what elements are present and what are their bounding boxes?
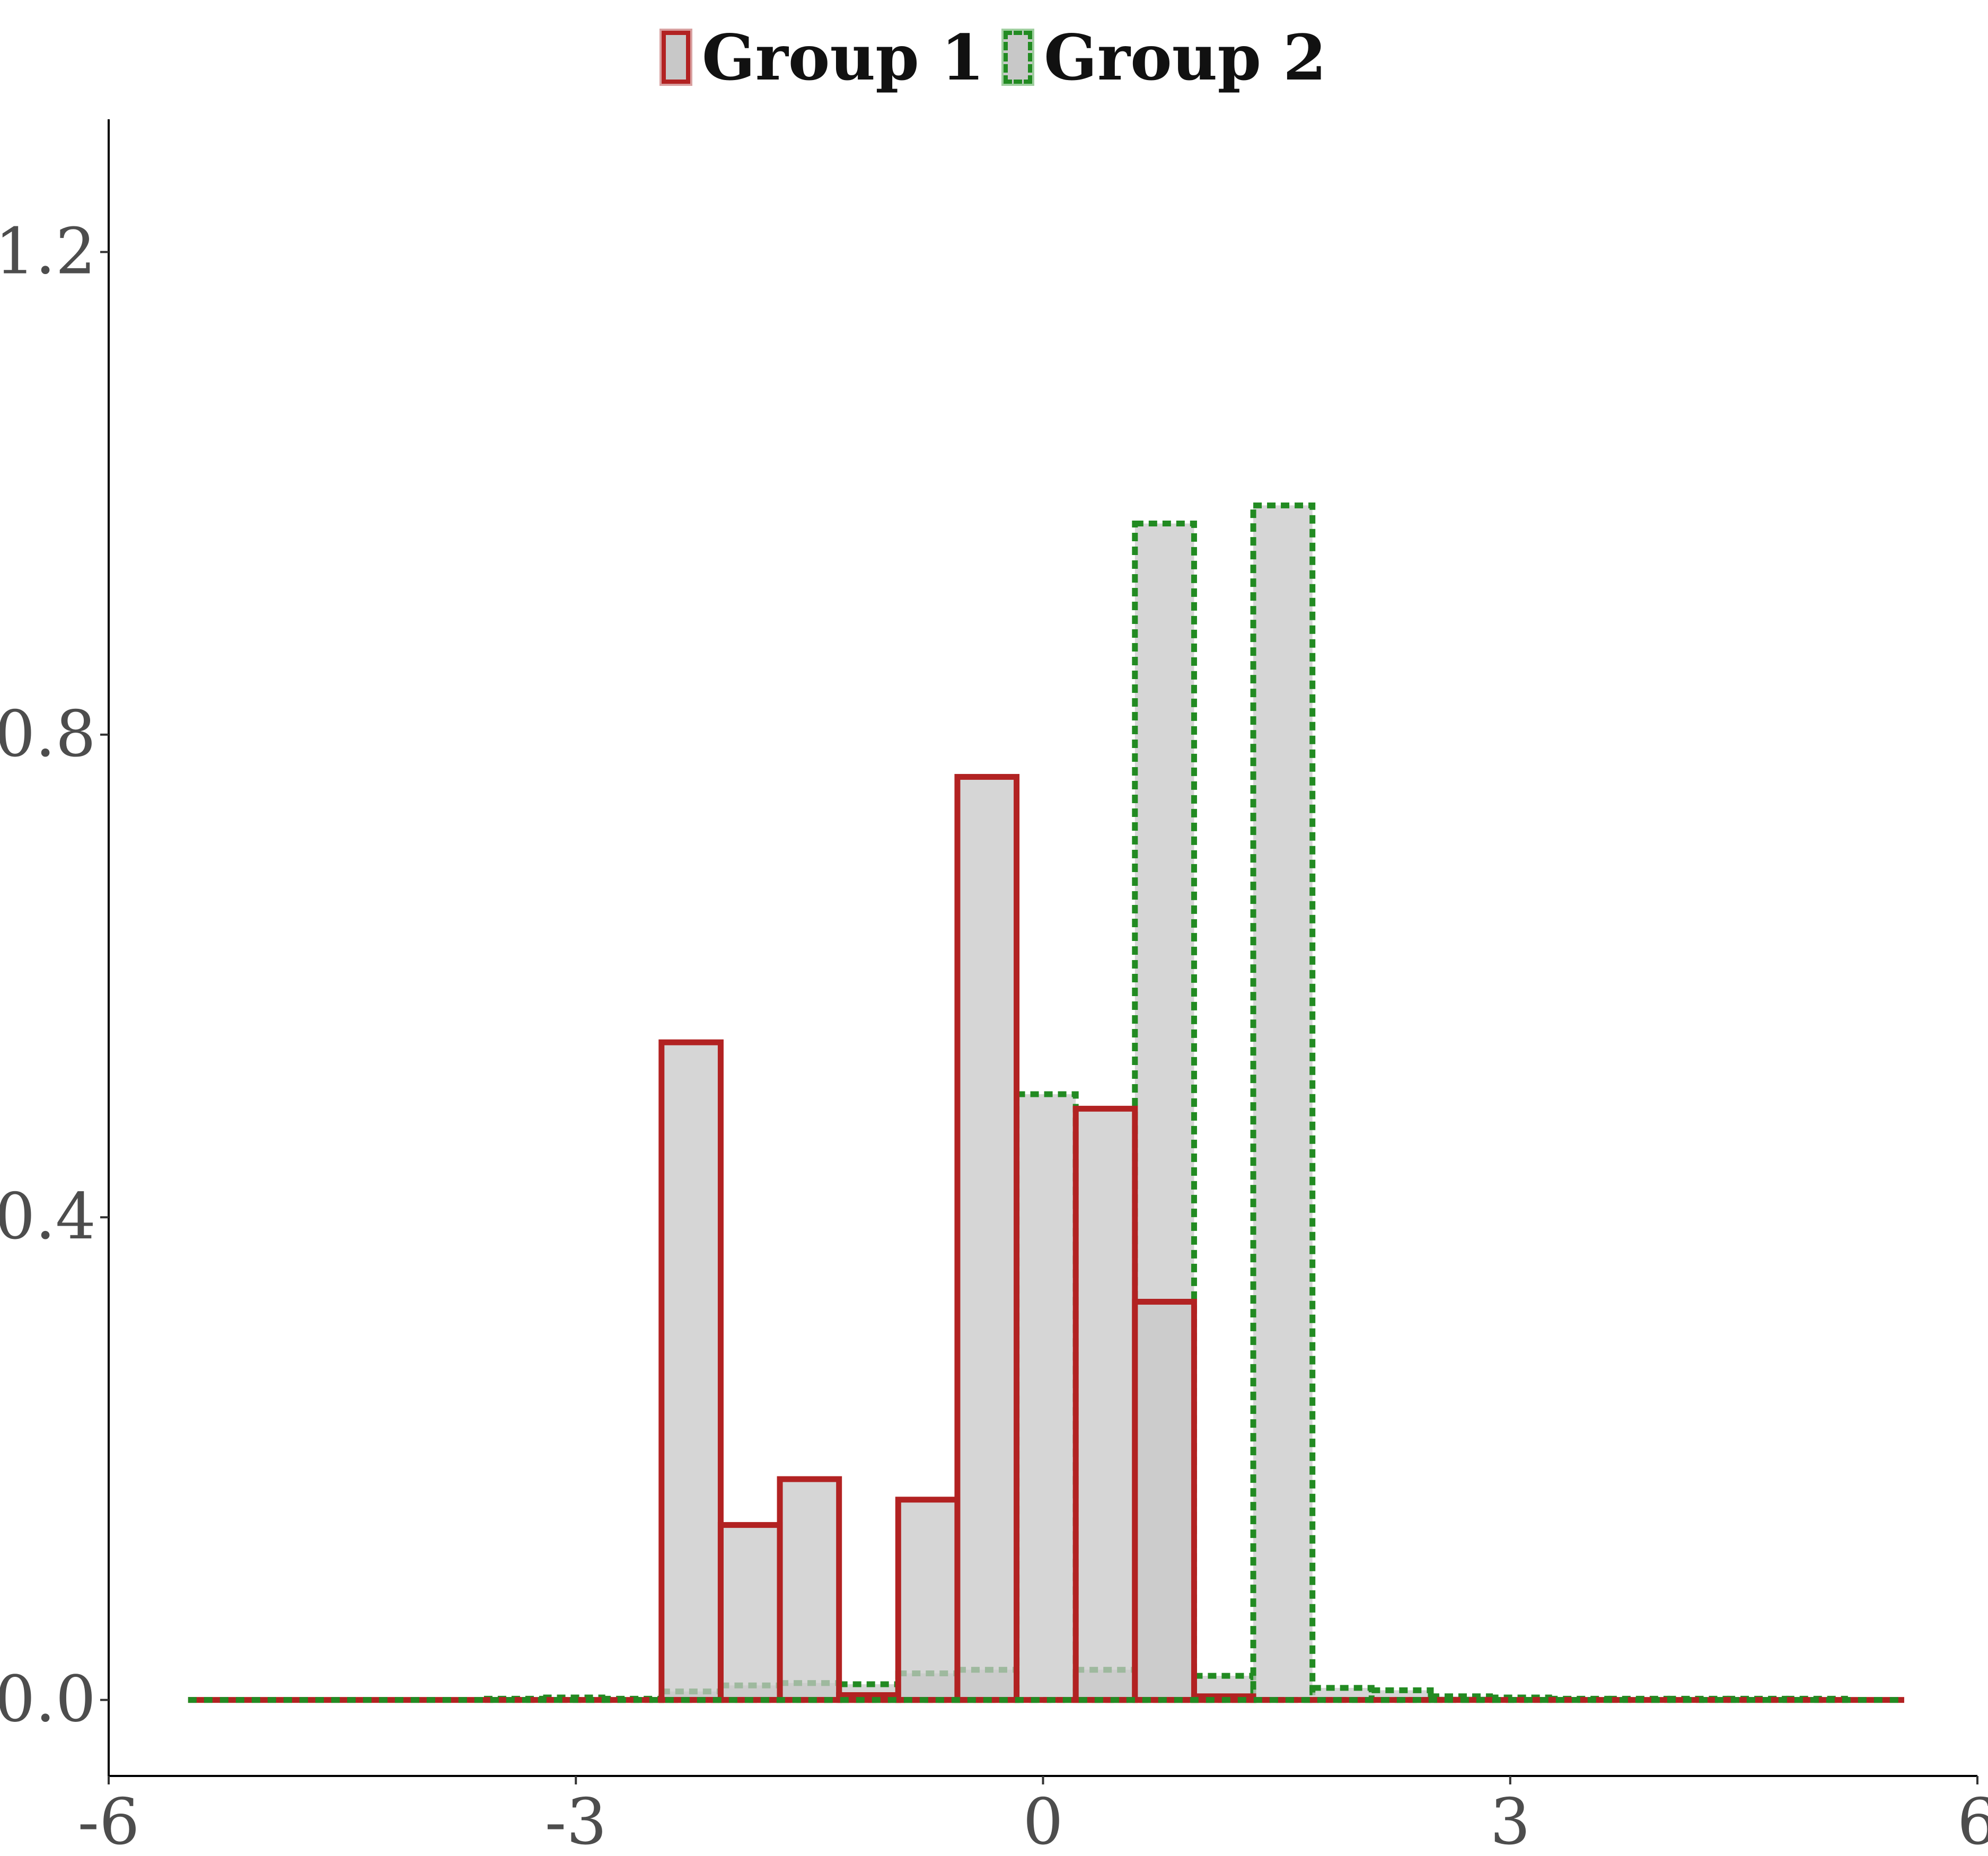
- bar-group-1-8: [658, 1039, 724, 1703]
- bar-group-1-15: [1072, 1105, 1138, 1703]
- x-tick-label: -3: [545, 1785, 607, 1856]
- y-tick-label: 0.0: [0, 1663, 96, 1737]
- legend-label-group-1: Group 1: [701, 20, 984, 94]
- legend-key-group-1: [661, 31, 690, 84]
- legend-key-group-2: [1004, 31, 1032, 84]
- bar-group-1-9: [717, 1522, 783, 1703]
- axes: 0.0 0.4 0.8 1.2 -6 -3 0 3 6: [0, 119, 1988, 1856]
- legend-label-group-2: Group 2: [1044, 20, 1327, 94]
- legend: Group 1 Group 2: [0, 20, 1988, 94]
- legend-item-group-1: Group 1: [661, 20, 984, 94]
- x-tick-label: 0: [1023, 1785, 1063, 1856]
- x-tick-label: 3: [1490, 1785, 1530, 1856]
- bar-group-1-13: [954, 773, 1020, 1703]
- bar-group-2-18: [1250, 502, 1316, 1703]
- x-tick-label: -6: [78, 1785, 140, 1856]
- x-tick-label: 6: [1957, 1785, 1988, 1856]
- y-tick-label: 0.8: [0, 698, 96, 771]
- y-tick-label: 1.2: [0, 215, 96, 288]
- bar-group-2-14: [1014, 1091, 1079, 1703]
- series-group-1-bars: [658, 773, 1256, 1703]
- y-tick-label: 0.4: [0, 1180, 96, 1254]
- legend-item-group-2: Group 2: [1004, 21, 1326, 94]
- bar-group-1-10: [777, 1476, 842, 1703]
- bar-group-1-16: [1132, 1299, 1197, 1703]
- bar-group-1-12: [895, 1497, 961, 1703]
